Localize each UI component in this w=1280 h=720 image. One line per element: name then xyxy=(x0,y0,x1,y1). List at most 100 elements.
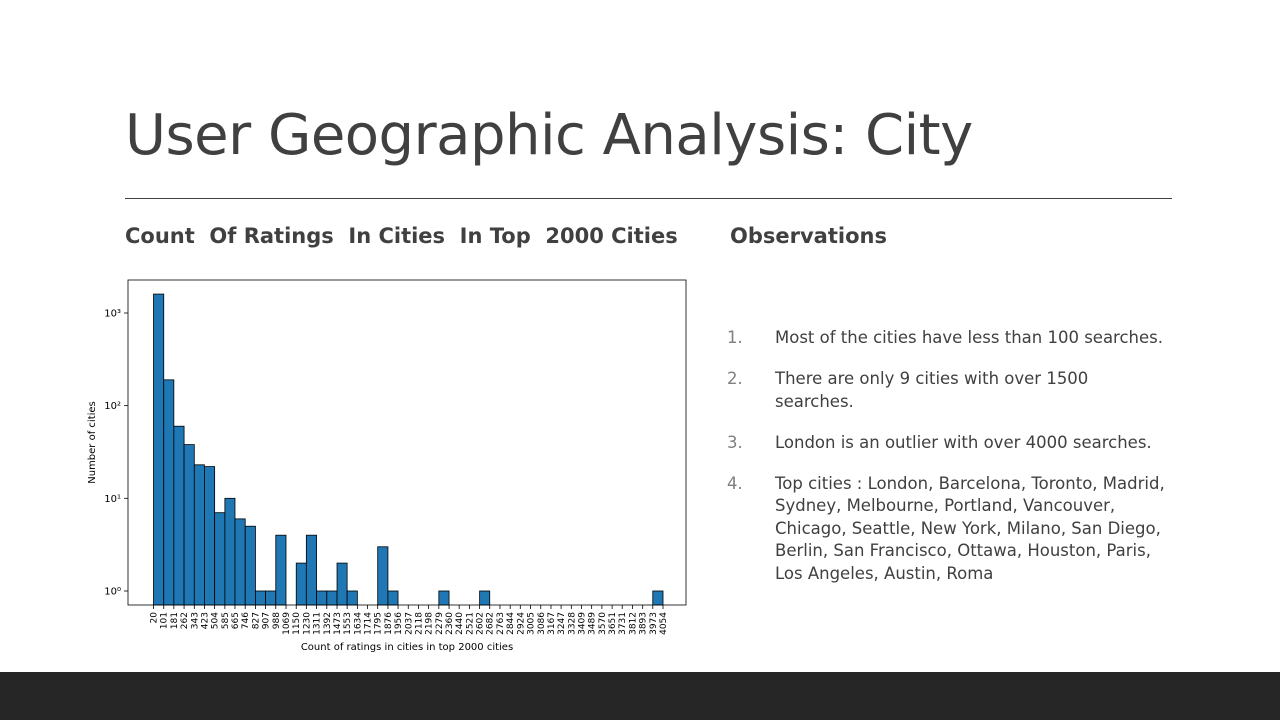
x-tick-label: 423 xyxy=(200,612,210,629)
bar xyxy=(173,425,185,606)
bar xyxy=(214,512,226,606)
x-axis-label: Count of ratings in cities in top 2000 c… xyxy=(301,642,513,653)
x-tick-label: 101 xyxy=(160,612,170,629)
y-tick-label: 10² xyxy=(104,401,121,412)
x-tick-label: 1069 xyxy=(282,612,292,635)
x-tick-label: 20 xyxy=(150,612,160,624)
slide-title: User Geographic Analysis: City xyxy=(125,103,973,168)
bar xyxy=(652,590,664,606)
observation-text: Most of the cities have less than 100 se… xyxy=(775,328,1163,347)
bar xyxy=(204,466,216,606)
x-tick-label: 343 xyxy=(190,612,200,629)
y-axis-label: Number of cities xyxy=(87,401,98,484)
chart-heading: Count Of Ratings In Cities In Top 2000 C… xyxy=(125,224,678,248)
x-tick-label: 2602 xyxy=(476,612,486,635)
observations-heading: Observations xyxy=(730,224,887,248)
bar xyxy=(438,590,450,606)
observation-text: Top cities : London, Barcelona, Toronto,… xyxy=(775,473,1165,583)
x-tick-label: 3086 xyxy=(537,612,547,635)
x-tick-label: 988 xyxy=(272,612,282,629)
x-tick-label: 3489 xyxy=(588,612,598,635)
bar xyxy=(377,546,389,606)
x-tick-label: 3409 xyxy=(578,612,588,635)
bar xyxy=(234,518,246,606)
x-tick-label: 3651 xyxy=(608,612,618,635)
x-tick-label: 2521 xyxy=(465,612,475,635)
x-tick-label: 2037 xyxy=(404,612,414,635)
bar xyxy=(244,525,256,606)
x-tick-label: 2763 xyxy=(496,612,506,635)
observation-number: 2. xyxy=(727,369,743,388)
bar xyxy=(305,534,317,606)
x-tick-label: 3247 xyxy=(557,612,567,635)
x-tick-label: 1473 xyxy=(333,612,343,635)
observation-number: 1. xyxy=(727,328,743,347)
x-tick-label: 665 xyxy=(231,612,241,629)
x-tick-label: 181 xyxy=(170,612,180,629)
footer-bar xyxy=(0,672,1280,720)
y-tick-label: 10¹ xyxy=(104,494,121,505)
x-tick-label: 3731 xyxy=(618,612,628,635)
x-tick-label: 3570 xyxy=(598,612,608,635)
x-tick-label: 1230 xyxy=(302,612,312,635)
bar xyxy=(326,590,338,606)
x-tick-label: 1392 xyxy=(323,612,333,635)
bar xyxy=(295,562,307,606)
observation: 2. There are only 9 cities with over 1500… xyxy=(727,368,1172,413)
x-tick-label: 1634 xyxy=(353,612,363,635)
x-tick-label: 2118 xyxy=(414,612,424,635)
observation-text: London is an outlier with over 4000 sear… xyxy=(775,432,1152,452)
bar xyxy=(224,497,236,606)
x-tick-label: 907 xyxy=(262,612,272,629)
x-tick-label: 3167 xyxy=(547,612,557,635)
bar xyxy=(193,464,205,606)
observation-text: There are only 9 cities with over 1500 s… xyxy=(775,369,1089,411)
observation: 1. Most of the cities have less than 100 … xyxy=(727,327,1172,350)
x-tick-label: 746 xyxy=(241,612,251,629)
x-tick-label: 4054 xyxy=(659,612,669,635)
observation-number: 4. xyxy=(727,473,743,493)
bar xyxy=(265,590,277,606)
x-tick-label: 1876 xyxy=(384,612,394,635)
divider xyxy=(125,198,1172,199)
x-tick-label: 1553 xyxy=(343,612,353,635)
bar xyxy=(336,562,348,606)
x-tick-label: 2844 xyxy=(506,612,516,635)
bar xyxy=(387,590,399,606)
x-tick-label: 585 xyxy=(221,612,231,629)
x-tick-label: 1795 xyxy=(374,612,384,635)
bar xyxy=(163,379,175,606)
observation-number: 3. xyxy=(727,432,743,452)
y-tick-label: 10⁰ xyxy=(104,586,121,597)
x-tick-label: 1956 xyxy=(394,612,404,635)
y-tick-label: 10³ xyxy=(104,308,121,319)
x-tick-label: 1150 xyxy=(292,612,302,635)
x-tick-label: 2440 xyxy=(455,612,465,635)
bar xyxy=(183,444,195,606)
x-tick-label: 2682 xyxy=(486,612,496,635)
x-tick-label: 2360 xyxy=(445,612,455,635)
x-tick-label: 1311 xyxy=(313,612,323,635)
x-tick-label: 3973 xyxy=(649,612,659,635)
x-tick-label: 2924 xyxy=(516,612,526,635)
x-tick-label: 1714 xyxy=(363,612,373,635)
bar xyxy=(255,590,266,606)
x-tick-label: 2279 xyxy=(435,612,445,635)
x-tick-label: 3005 xyxy=(527,612,537,635)
x-tick-label: 827 xyxy=(251,612,261,629)
observation-list: 1. Most of the cities have less than 100 … xyxy=(727,327,1172,604)
plot-frame xyxy=(127,279,687,606)
observation: 3. London is an outlier with over 4000 se… xyxy=(727,432,1172,455)
observation: 4. Top cities : London, Barcelona, Toront… xyxy=(727,473,1172,586)
x-tick-label: 2198 xyxy=(425,612,435,635)
x-tick-label: 3893 xyxy=(639,612,649,635)
x-tick-label: 504 xyxy=(211,612,221,629)
x-tick-label: 262 xyxy=(180,612,190,629)
chart: 10⁰ 10¹ 10² 10³ 20 101 181 262 343 423 504 585 665 74… xyxy=(87,279,687,653)
bar xyxy=(316,590,328,606)
bar xyxy=(153,293,165,606)
bar xyxy=(346,590,358,606)
x-tick-label: 3812 xyxy=(628,612,638,635)
bar xyxy=(479,590,491,606)
